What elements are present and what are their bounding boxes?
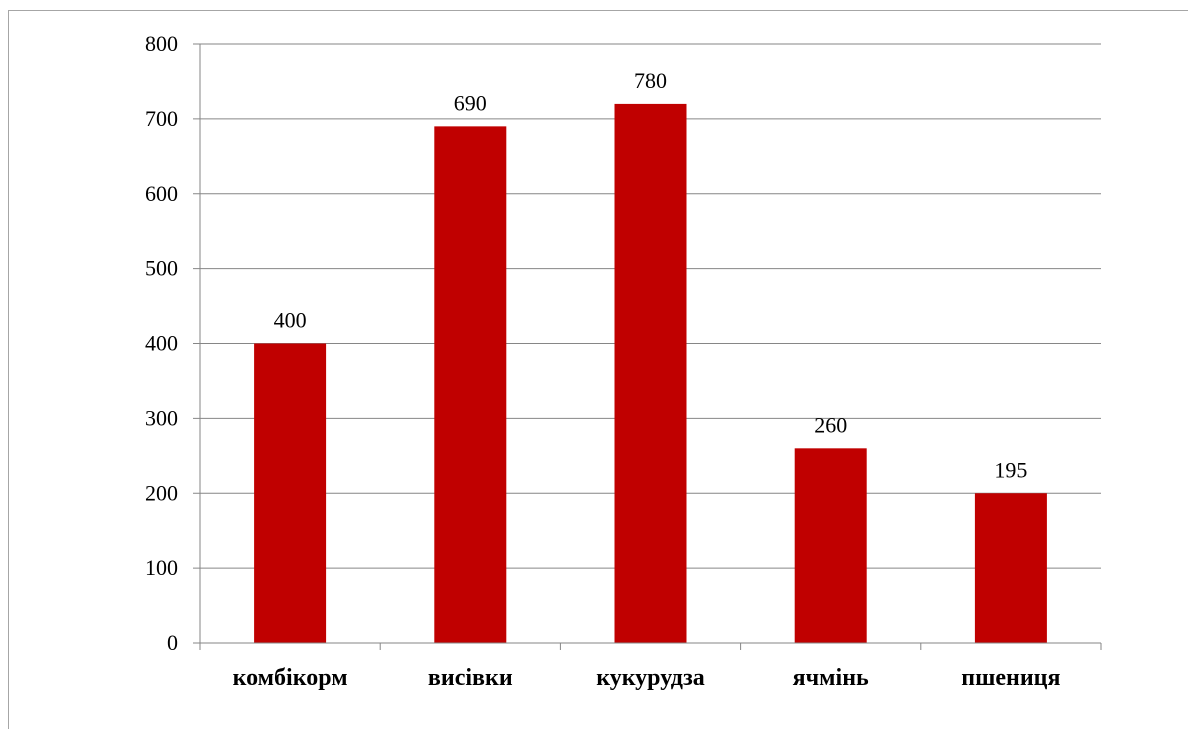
y-tick-label: 200 — [145, 480, 178, 505]
y-tick-label: 800 — [145, 31, 178, 56]
y-tick-label: 300 — [145, 405, 178, 430]
x-category-label: ячмінь — [793, 665, 869, 691]
y-tick-label: 700 — [145, 106, 178, 131]
data-label: 400 — [274, 308, 307, 333]
y-tick-label: 600 — [145, 181, 178, 206]
x-axis — [199, 642, 1102, 650]
bars — [254, 103, 1047, 644]
data-labels: 400 690 780 260 195 — [274, 68, 1028, 482]
x-category-label: комбікорм — [233, 665, 348, 691]
data-label: 260 — [814, 412, 847, 437]
y-axis-ticks: 0 100 200 300 400 500 600 700 800 — [145, 31, 201, 655]
data-label: 780 — [634, 68, 667, 93]
y-tick-label: 400 — [145, 331, 178, 356]
y-tick-label: 100 — [145, 555, 178, 580]
chart-frame — [8, 10, 1188, 729]
data-label: 195 — [994, 457, 1027, 482]
x-category-label: пшениця — [961, 665, 1060, 691]
bar-1 — [254, 343, 327, 643]
y-tick-label: 0 — [167, 630, 178, 655]
x-category-label: висівки — [428, 665, 513, 691]
bar-2 — [434, 126, 507, 644]
x-category-label: кукурудза — [596, 665, 705, 691]
bar-4 — [794, 448, 867, 643]
data-label: 690 — [454, 90, 487, 115]
y-tick-label: 500 — [145, 256, 178, 281]
x-axis-categories: комбікорм висівки кукурудза ячмінь пшениця — [233, 665, 1061, 691]
bar-3 — [614, 103, 687, 643]
bar-5 — [974, 493, 1047, 643]
